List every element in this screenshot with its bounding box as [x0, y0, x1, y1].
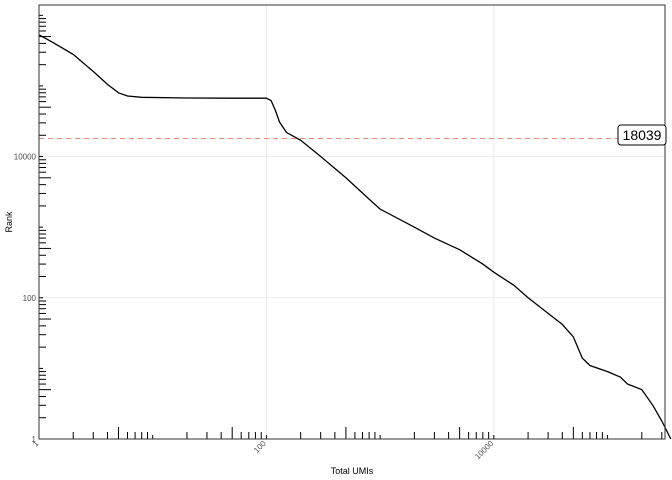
x-tick-label: 1 [31, 439, 41, 449]
y-tick-label: 100 [23, 294, 37, 303]
series-line [38, 34, 672, 440]
y-tick-labels: 1 100 10000 [14, 153, 37, 444]
threshold-label-text: 18039 [623, 127, 662, 143]
x-tick-label: 100 [252, 439, 268, 455]
y-tick-label: 10000 [14, 153, 37, 162]
x-tick-label: 10000 [473, 439, 495, 461]
y-tick-label: 1 [32, 435, 37, 444]
x-tick-labels: 1 100 10000 [31, 439, 496, 461]
plot-border [38, 4, 666, 440]
threshold-label-box [617, 124, 667, 146]
y-axis-title: Rank [4, 211, 14, 233]
x-axis-title: Total UMIs [331, 466, 374, 476]
plot-panel [39, 5, 665, 439]
threshold-label: 18039 [617, 124, 667, 146]
